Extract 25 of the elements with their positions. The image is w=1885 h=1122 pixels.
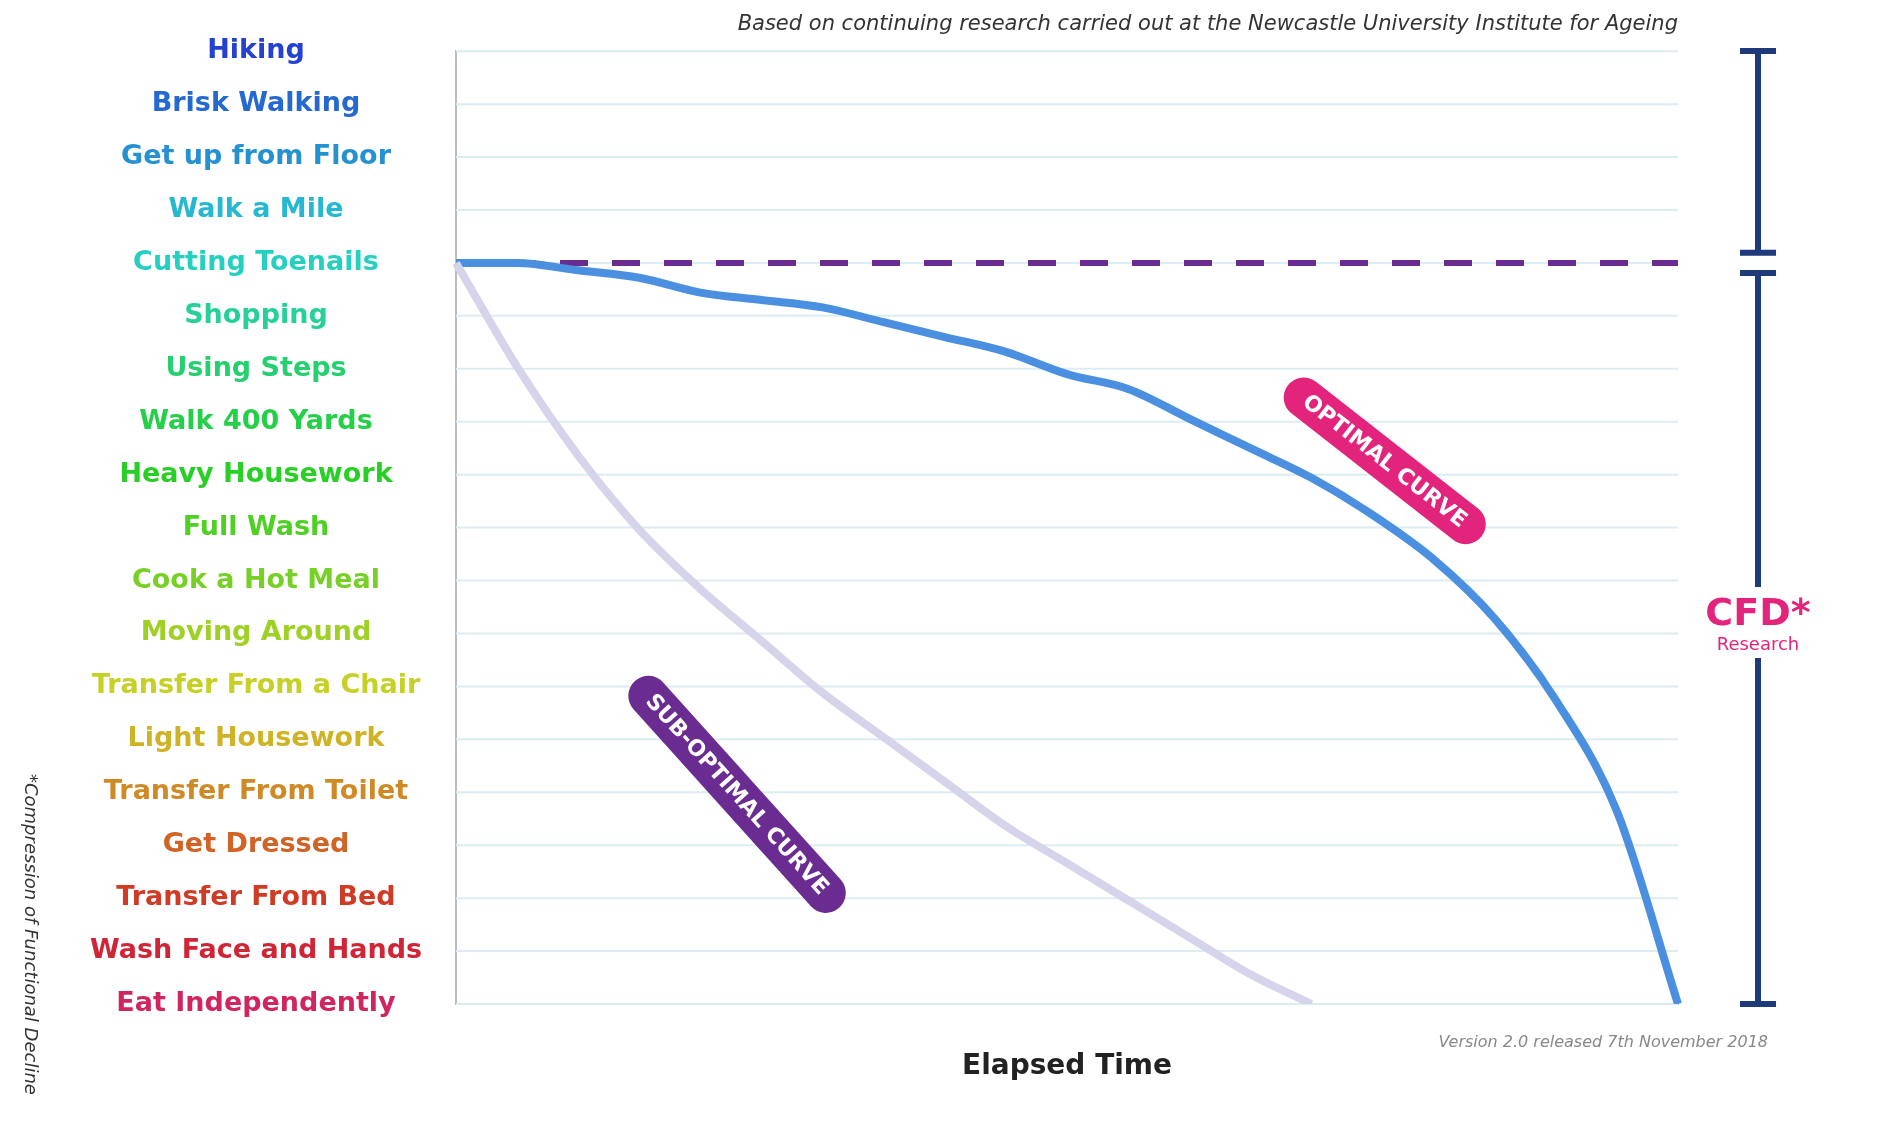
text: Research xyxy=(1715,633,1801,655)
text: Cutting Toenails xyxy=(133,244,379,276)
text: Brisk Walking xyxy=(151,86,361,118)
text: Using Steps xyxy=(165,350,347,382)
chart-subtitle: Based on continuing research carried out at the Newcastle University Institute for Ageing xyxy=(737,11,1678,36)
text: Version 2.0 released 7th November 2018 xyxy=(1438,1032,1768,1051)
text: Hiking xyxy=(207,33,305,65)
text: Cook a Hot Meal xyxy=(132,562,380,594)
text: Shopping xyxy=(184,297,328,329)
text: Light Housework xyxy=(127,721,386,753)
text: CFD* xyxy=(1704,590,1812,635)
text: Full Wash xyxy=(182,509,330,541)
text: Heavy Housework xyxy=(119,456,394,488)
text: Moving Around xyxy=(140,615,372,647)
text: Transfer From a Chair xyxy=(91,668,421,700)
x-axis-title: Elapsed Time xyxy=(962,1048,1172,1082)
text: Get Dressed xyxy=(162,827,350,859)
text: Eat Independently xyxy=(116,986,397,1018)
text: Walk 400 Yards xyxy=(139,403,373,435)
text: Transfer From Bed xyxy=(116,880,396,912)
text: Get up from Floor xyxy=(121,139,392,171)
text: Walk a Mile xyxy=(168,192,344,224)
text: *Compression of Functional Decline xyxy=(21,774,42,1095)
text: Wash Face and Hands xyxy=(89,933,423,965)
text: Transfer From Toilet xyxy=(103,774,409,806)
